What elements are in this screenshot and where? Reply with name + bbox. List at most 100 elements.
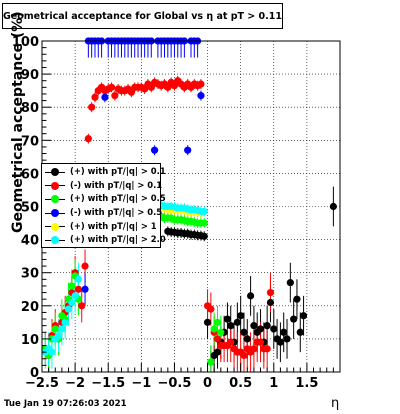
data-point bbox=[227, 322, 235, 330]
data-point bbox=[213, 348, 222, 356]
data-point bbox=[256, 325, 265, 333]
data-point bbox=[48, 348, 56, 356]
x-tick-label: −2 bbox=[65, 376, 85, 391]
legend: (+) with pT/|q| > 0.1 (-) with pT/|q| > … bbox=[41, 163, 166, 248]
y-tick-label: 50 bbox=[21, 201, 39, 216]
data-point bbox=[266, 288, 275, 297]
legend-label: (+) with pT/|q| > 0.1 bbox=[70, 166, 166, 176]
data-point bbox=[51, 325, 59, 333]
legend-entry: (+) with pT/|q| > 1 bbox=[42, 220, 160, 234]
x-axis-label: η bbox=[331, 396, 340, 411]
chart-title: Geometrical acceptance for Global vs η a… bbox=[2, 3, 283, 29]
data-point bbox=[197, 92, 205, 100]
legend-label: (+) with pT/|q| > 2.0 bbox=[70, 234, 166, 245]
data-point bbox=[266, 298, 275, 307]
legend-label: (-) with pT/|q| > 0.1 bbox=[70, 179, 163, 190]
data-point bbox=[240, 351, 248, 360]
legend-marker bbox=[51, 236, 59, 245]
legend-marker bbox=[51, 168, 59, 176]
legend-marker bbox=[51, 209, 59, 218]
data-point bbox=[203, 318, 212, 326]
data-point bbox=[227, 338, 235, 346]
data-point bbox=[263, 345, 271, 353]
data-point bbox=[243, 335, 251, 343]
legend-entry: (+) with pT/|q| > 0.1 bbox=[42, 165, 166, 179]
legend-marker bbox=[51, 181, 59, 190]
data-point bbox=[237, 312, 245, 320]
data-point bbox=[299, 312, 308, 320]
data-point bbox=[329, 202, 337, 211]
y-tick-label: 70 bbox=[21, 134, 39, 149]
data-point bbox=[207, 305, 215, 313]
x-tick-label: −1 bbox=[131, 376, 151, 391]
y-tick-label: 40 bbox=[21, 234, 39, 249]
data-point bbox=[296, 328, 304, 336]
legend-entry: (-) with pT/|q| > 0.5 bbox=[42, 206, 163, 220]
data-point bbox=[81, 262, 89, 270]
data-point bbox=[64, 305, 73, 313]
data-point bbox=[91, 93, 99, 101]
legend-marker bbox=[51, 222, 59, 231]
data-point bbox=[68, 298, 76, 307]
data-point bbox=[84, 135, 92, 143]
legend-label: (-) with pT/|q| > 0.5 bbox=[70, 207, 163, 218]
data-point bbox=[88, 103, 96, 111]
x-tick-label: 1.5 bbox=[295, 376, 318, 391]
data-point bbox=[58, 325, 66, 333]
data-point bbox=[247, 292, 255, 300]
y-tick-label: 90 bbox=[21, 68, 39, 83]
data-point bbox=[150, 146, 159, 154]
y-tick-label: 0 bbox=[30, 366, 39, 381]
x-tick-label: −2.5 bbox=[25, 376, 59, 391]
data-point bbox=[263, 322, 271, 330]
data-point bbox=[200, 207, 208, 216]
y-tick-label: 60 bbox=[21, 167, 39, 182]
data-point bbox=[107, 83, 116, 91]
data-point bbox=[200, 219, 208, 227]
data-point bbox=[270, 325, 278, 333]
y-axis-label: Geometrical acceptance (%) bbox=[10, 11, 26, 233]
y-tick-label: 80 bbox=[21, 101, 39, 116]
data-point bbox=[210, 325, 218, 333]
x-tick-label: 0 bbox=[203, 376, 212, 391]
data-point bbox=[74, 285, 83, 293]
x-tick-label: 0.5 bbox=[229, 376, 252, 391]
legend-marker bbox=[51, 195, 59, 204]
x-tick-label: 1 bbox=[269, 376, 278, 391]
data-point bbox=[223, 315, 232, 323]
data-point bbox=[233, 318, 241, 326]
data-point bbox=[207, 358, 215, 366]
data-points bbox=[41, 37, 337, 366]
y-tick-label: 30 bbox=[21, 267, 39, 282]
y-tick-label: 100 bbox=[12, 35, 39, 50]
legend-label: (+) with pT/|q| > 0.5 bbox=[70, 193, 166, 204]
data-point bbox=[200, 232, 208, 240]
legend-label: (+) with pT/|q| > 1 bbox=[70, 220, 157, 231]
data-point bbox=[213, 335, 222, 343]
tick-labels: −2.5 −2 −1.5 −1 −0.5 0 0.5 1 1.5 0 10 20 30 40 50 60 70 8… bbox=[12, 35, 319, 391]
legend-entry: (-) with pT/|q| > 0.1 bbox=[42, 179, 163, 193]
data-point bbox=[111, 92, 119, 100]
data-point bbox=[184, 146, 192, 154]
data-point bbox=[217, 328, 225, 336]
data-point bbox=[290, 315, 298, 323]
data-point bbox=[250, 322, 258, 330]
data-point bbox=[240, 328, 248, 336]
data-point bbox=[54, 331, 63, 340]
legend-entry: (+) with pT/|q| > 2.0 bbox=[42, 233, 166, 247]
data-point bbox=[78, 302, 86, 310]
data-point bbox=[81, 285, 89, 293]
timestamp: Tue Jan 19 07:26:03 2021 bbox=[4, 399, 127, 409]
data-point bbox=[74, 275, 83, 283]
data-point bbox=[276, 338, 284, 346]
data-point bbox=[293, 295, 301, 303]
data-point bbox=[213, 318, 222, 326]
y-tick-label: 10 bbox=[21, 333, 39, 348]
y-tick-label: 20 bbox=[21, 300, 39, 315]
data-point bbox=[68, 282, 76, 290]
data-point bbox=[286, 279, 294, 287]
legend-entry: (+) with pT/|q| > 0.5 bbox=[42, 192, 166, 206]
data-point bbox=[283, 335, 291, 343]
data-point bbox=[256, 338, 265, 346]
